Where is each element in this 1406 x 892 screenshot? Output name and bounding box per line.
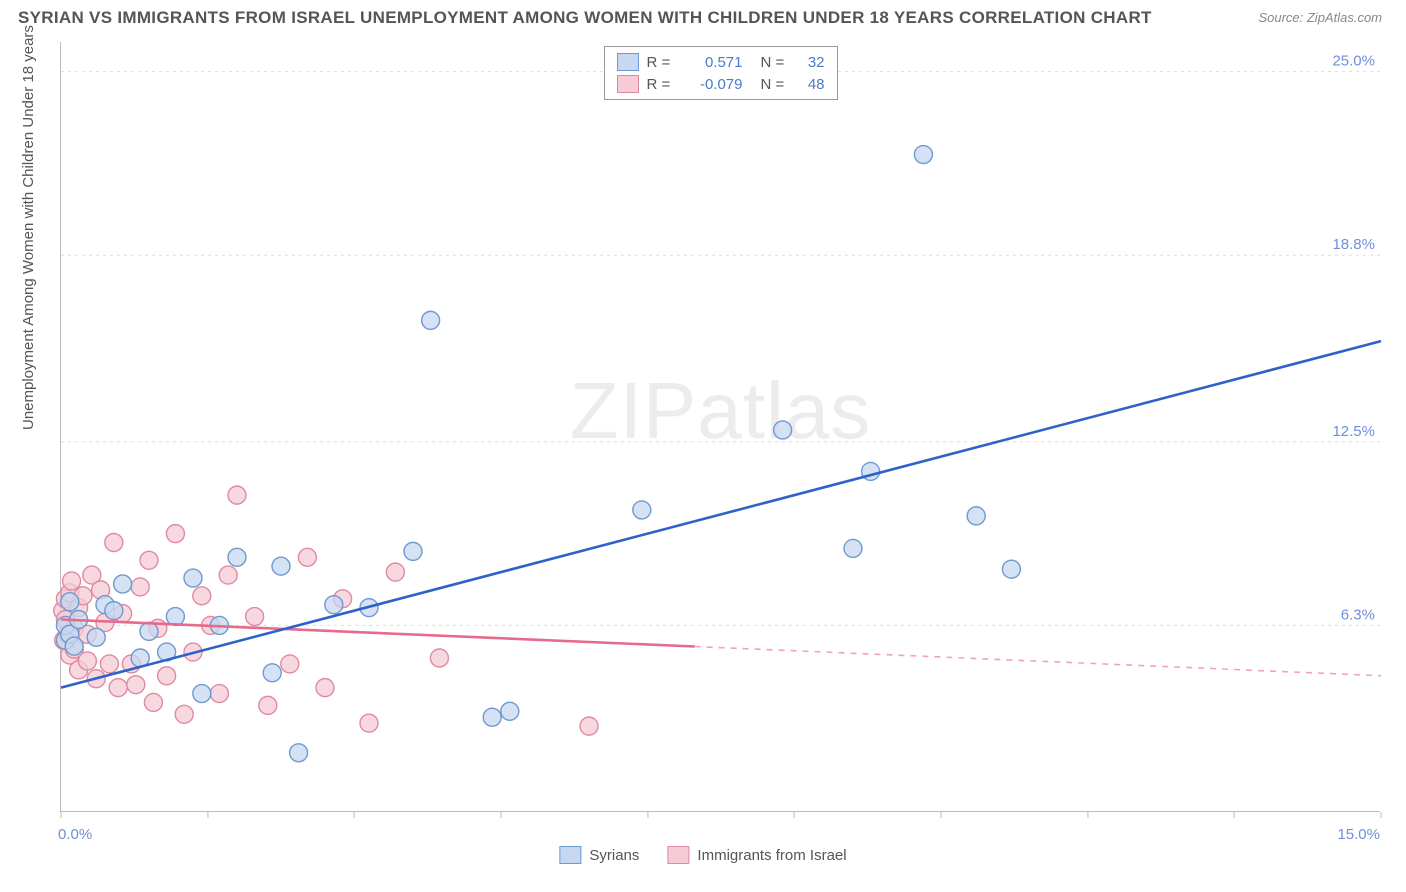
point-israel [144,693,162,711]
point-israel [246,608,264,626]
point-syrians [65,637,83,655]
trend-line [61,341,1381,687]
n-value-syrians: 32 [797,54,825,71]
y-tick-label: 6.3% [1341,606,1375,623]
correlation-legend-row-syrians: R = 0.571 N = 32 [605,51,837,73]
point-israel [386,563,404,581]
point-israel [166,525,184,543]
point-syrians [193,685,211,703]
point-israel [100,655,118,673]
series-legend: Syrians Immigrants from Israel [559,824,846,886]
series-label-syrians: Syrians [589,847,639,864]
n-label: N = [761,76,789,93]
point-syrians [228,548,246,566]
point-israel [105,534,123,552]
y-tick-label: 18.8% [1332,236,1375,253]
point-syrians [633,501,651,519]
point-israel [430,649,448,667]
chart-header: SYRIAN VS IMMIGRANTS FROM ISRAEL UNEMPLO… [0,8,1406,38]
y-axis-label: Unemployment Among Women with Children U… [20,25,37,430]
point-israel [259,696,277,714]
correlation-legend: R = 0.571 N = 32 R = -0.079 N = 48 [604,46,838,100]
r-label: R = [647,54,677,71]
series-label-israel: Immigrants from Israel [697,847,846,864]
point-israel [63,572,81,590]
point-syrians [87,628,105,646]
point-israel [281,655,299,673]
point-israel [127,676,145,694]
r-value-israel: -0.079 [685,76,743,93]
point-syrians [1002,560,1020,578]
x-axis-max-label: 15.0% [1337,826,1380,843]
r-label: R = [647,76,677,93]
point-israel [228,486,246,504]
point-israel [316,679,334,697]
point-israel [140,551,158,569]
chart-svg: 6.3% 12.5% 18.8% 25.0% [61,42,1380,811]
r-value-syrians: 0.571 [685,54,743,71]
swatch-syrians [559,846,581,864]
point-israel [175,705,193,723]
point-syrians [325,596,343,614]
swatch-israel [617,75,639,93]
y-tick-label: 12.5% [1332,423,1375,440]
trend-line-extrapolated [695,647,1381,676]
point-israel [78,652,96,670]
series-legend-israel: Immigrants from Israel [667,846,846,864]
point-syrians [774,421,792,439]
point-israel [360,714,378,732]
point-israel [219,566,237,584]
point-israel [298,548,316,566]
point-syrians [844,539,862,557]
point-syrians [290,744,308,762]
source-attribution: Source: ZipAtlas.com [1258,10,1382,25]
point-israel [210,685,228,703]
plot-area: ZIPatlas 6.3%12.5%18.8%25.0% R = 0.571 N… [60,42,1380,812]
point-syrians [263,664,281,682]
y-tick-label: 25.0% [1332,53,1375,70]
point-syrians [114,575,132,593]
point-syrians [140,622,158,640]
point-israel [193,587,211,605]
series-legend-syrians: Syrians [559,846,639,864]
point-syrians [184,569,202,587]
point-israel [580,717,598,735]
point-syrians [967,507,985,525]
point-israel [131,578,149,596]
chart-title: SYRIAN VS IMMIGRANTS FROM ISRAEL UNEMPLO… [18,8,1152,28]
point-syrians [483,708,501,726]
point-israel [109,679,127,697]
point-syrians [272,557,290,575]
point-syrians [501,702,519,720]
swatch-israel [667,846,689,864]
point-syrians [105,602,123,620]
n-label: N = [761,54,789,71]
point-syrians [404,542,422,560]
swatch-syrians [617,53,639,71]
n-value-israel: 48 [797,76,825,93]
point-syrians [422,311,440,329]
x-axis-min-label: 0.0% [58,826,92,843]
point-israel [158,667,176,685]
point-syrians [61,593,79,611]
point-syrians [914,146,932,164]
correlation-legend-row-israel: R = -0.079 N = 48 [605,73,837,95]
